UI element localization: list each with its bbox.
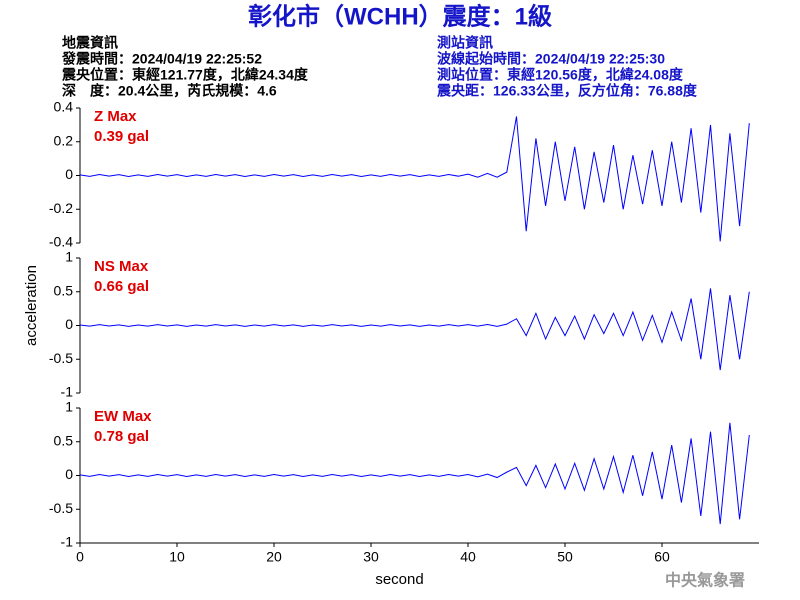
info-line: 測站位置：東經120.56度，北緯24.08度 <box>437 67 684 83</box>
annotation: 0.39 gal <box>94 128 149 145</box>
y-tick-label: 1 <box>65 399 73 415</box>
info-line: 波線起始時間：2024/04/19 22:25:30 <box>437 51 665 67</box>
y-tick-label: 0.5 <box>54 282 74 298</box>
y-tick-label: 1 <box>65 249 73 265</box>
info-line: 震央位置：東經121.77度，北緯24.34度 <box>61 67 309 83</box>
info-line: 地震資訊 <box>62 35 118 51</box>
y-tick-label: -1 <box>61 534 74 550</box>
watermark: 中央氣象署 <box>665 571 745 590</box>
annotation: NS Max <box>94 258 149 275</box>
trace <box>79 116 750 242</box>
x-tick-label: 30 <box>363 549 379 565</box>
info-line: 深 度：20.4公里，芮氏規模：4.6 <box>62 83 277 99</box>
annotation: 0.78 gal <box>94 428 149 445</box>
x-tick-label: 60 <box>654 549 670 565</box>
x-tick-label: 0 <box>76 549 84 565</box>
annotation: Z Max <box>94 108 137 125</box>
y-tick-label: 0 <box>65 166 73 182</box>
y-tick-label: 0 <box>65 316 73 332</box>
y-tick-label: -1 <box>61 384 74 400</box>
x-tick-label: 10 <box>169 549 185 565</box>
x-axis-label: second <box>375 571 423 588</box>
chart-title: 彰化市（WCHH）震度：1級 <box>248 2 552 30</box>
annotation: EW Max <box>94 408 152 425</box>
x-tick-label: 50 <box>557 549 573 565</box>
info-line: 震央距：126.33公里，反方位角：76.88度 <box>436 83 698 99</box>
trace <box>79 422 750 525</box>
y-tick-label: 0.5 <box>54 432 74 448</box>
y-tick-label: 0.2 <box>54 132 74 148</box>
info-line: 測站資訊 <box>437 35 493 51</box>
y-axis-label: acceleration <box>23 265 40 346</box>
y-tick-label: -0.2 <box>49 200 73 216</box>
info-line: 發震時間：2024/04/19 22:25:52 <box>61 51 262 67</box>
y-tick-label: 0.4 <box>54 99 74 115</box>
x-tick-label: 40 <box>460 549 476 565</box>
x-tick-label: 20 <box>266 549 282 565</box>
annotation: 0.66 gal <box>94 278 149 295</box>
y-tick-label: -0.5 <box>49 350 73 366</box>
y-tick-label: 0 <box>65 466 73 482</box>
y-tick-label: -0.4 <box>49 234 73 250</box>
y-tick-label: -0.5 <box>49 500 73 516</box>
trace <box>79 288 750 371</box>
